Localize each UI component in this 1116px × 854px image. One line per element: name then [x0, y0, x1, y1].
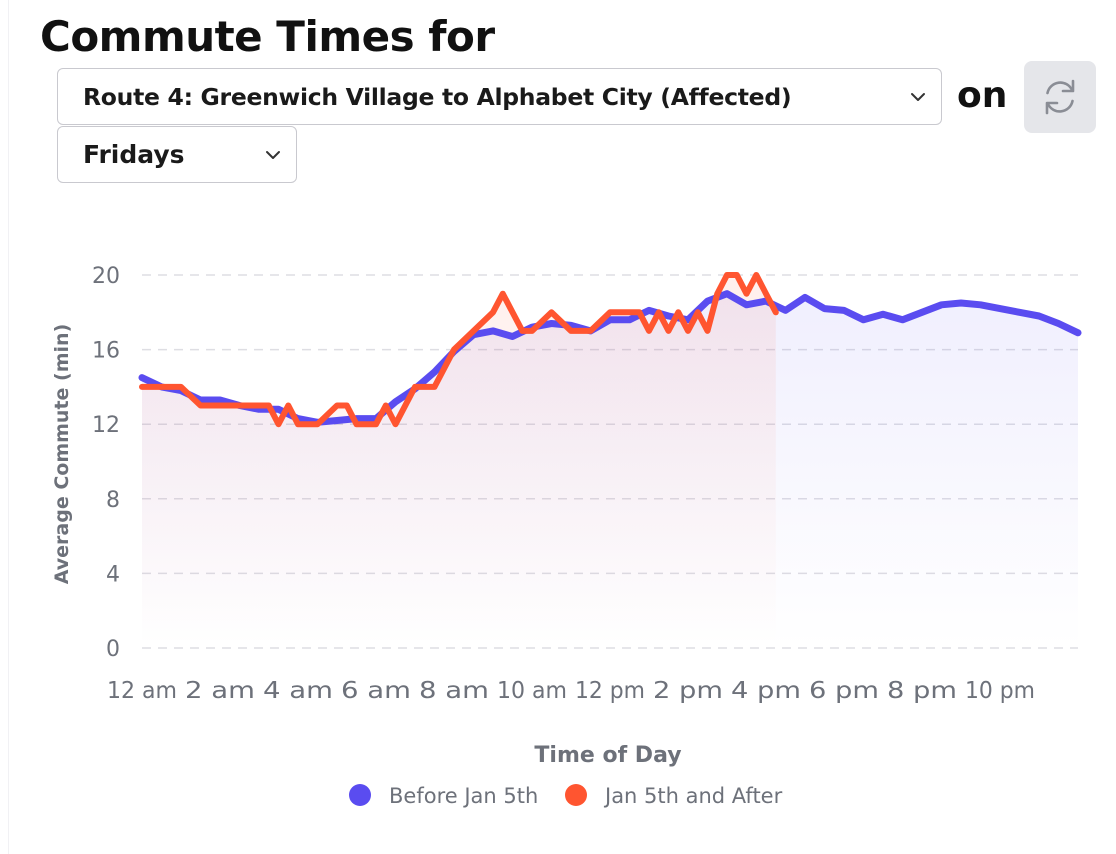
x-tick-label: 12 pm: [575, 678, 645, 704]
chevron-down-icon: [911, 92, 925, 101]
refresh-icon: [1045, 79, 1075, 115]
x-axis-label: Time of Day: [534, 743, 681, 768]
y-tick-label: 20: [92, 264, 120, 289]
x-tick-label: 2 am: [185, 678, 255, 704]
x-tick-label: 8 am: [419, 678, 489, 704]
refresh-button[interactable]: [1024, 61, 1096, 133]
legend-label-jan-5th-and-after: Jan 5th and After: [603, 784, 783, 808]
legend-marker-before-jan-5th: [349, 784, 371, 806]
y-tick-label: 12: [92, 413, 120, 438]
y-tick-label: 4: [106, 562, 120, 587]
legend-marker-jan-5th-and-after: [565, 784, 587, 806]
route-select[interactable]: Route 4: Greenwich Village to Alphabet C…: [57, 68, 942, 125]
x-tick-label: 6 am: [341, 678, 411, 704]
series-area-jan-5th-and-after: [142, 275, 776, 648]
panel-edge: [8, 0, 9, 854]
y-axis-label: Average Commute (min): [51, 324, 73, 585]
x-tick-label: 6 pm: [809, 678, 879, 704]
day-select[interactable]: Fridays: [57, 126, 297, 183]
route-select-value: Route 4: Greenwich Village to Alphabet C…: [83, 82, 792, 111]
x-tick-label: 4 pm: [731, 678, 801, 704]
y-tick-label: 8: [106, 488, 120, 513]
x-tick-label: 10 am: [497, 678, 567, 704]
x-tick-label: 2 pm: [653, 678, 723, 704]
chevron-down-icon: [266, 150, 280, 159]
x-tick-label: 12 am: [107, 678, 177, 704]
series-line-before-jan-5th: [138, 290, 1082, 426]
on-label: on: [957, 75, 1008, 116]
legend-label-before-jan-5th: Before Jan 5th: [389, 784, 538, 808]
y-tick-label: 0: [106, 637, 120, 662]
series-area-before-jan-5th: [142, 293, 1078, 648]
day-select-value: Fridays: [83, 140, 185, 169]
x-tick-label: 8 pm: [887, 678, 957, 704]
x-tick-label: 4 am: [263, 678, 333, 704]
y-tick-label: 16: [92, 339, 120, 364]
series-line-jan-5th-and-after: [139, 272, 779, 428]
page-title: Commute Times for: [40, 12, 495, 61]
x-tick-label: 10 pm: [965, 678, 1035, 704]
